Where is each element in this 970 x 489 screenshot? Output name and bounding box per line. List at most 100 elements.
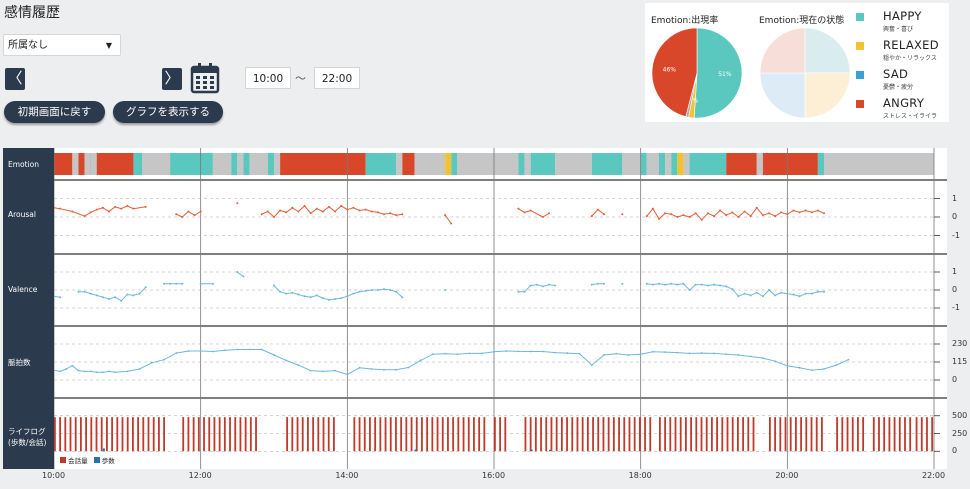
talk-bar	[395, 417, 397, 452]
x-tick-label: 10:00	[42, 471, 66, 480]
emotion-segment	[457, 153, 519, 175]
talk-bar	[327, 417, 330, 452]
show-graph-button[interactable]: グラフを表示する	[113, 101, 223, 123]
talk-bar	[187, 417, 190, 452]
talk-bar	[333, 417, 335, 452]
x-tick-label: 20:00	[775, 471, 799, 480]
talk-bar	[208, 417, 211, 452]
legend-sub: 憂鬱・疲労	[883, 84, 914, 91]
talk-bar	[711, 417, 713, 452]
talk-bar	[239, 417, 242, 452]
occurrence-pie-slice	[693, 27, 743, 119]
talk-bar	[638, 417, 641, 452]
legend-name: SAD	[883, 67, 909, 81]
valence-tick-label: -1	[952, 303, 960, 312]
row-label-lifelog: ライフログ	[8, 427, 46, 436]
prev-button[interactable]: 〈	[5, 68, 25, 90]
talk-bar	[158, 417, 160, 452]
talk-bar	[679, 417, 682, 452]
emotion-segment	[133, 153, 142, 175]
arousal-tick-label: 1	[952, 193, 958, 203]
emotion-segment	[243, 153, 250, 175]
next-button[interactable]: 〉	[162, 68, 182, 90]
emotion-segment	[756, 153, 763, 175]
talk-bar	[524, 417, 527, 452]
legend-sub: 穏やか・リラックス	[883, 55, 937, 62]
talk-bar	[815, 417, 818, 452]
talk-bar	[810, 417, 813, 452]
start-time-input[interactable]: 10:00	[245, 67, 291, 89]
emotion-segment	[212, 153, 232, 175]
talk-bar	[132, 417, 134, 452]
row-label-heart-rate: 脈拍数	[8, 358, 31, 367]
talk-bar	[752, 417, 755, 452]
legend-swatch	[856, 71, 864, 79]
talk-bar	[592, 417, 594, 452]
talk-bar	[690, 417, 692, 452]
talk-bar	[571, 417, 574, 452]
emotion-segment	[689, 153, 727, 175]
reset-button[interactable]: 初期画面に戻す	[4, 101, 105, 123]
x-tick-label: 14:00	[335, 471, 359, 480]
talk-bar	[795, 417, 797, 452]
talk-bar	[633, 417, 636, 452]
talk-bar	[581, 417, 584, 452]
emotion-segment	[659, 153, 666, 175]
emotion-segment	[671, 153, 678, 175]
talk-bar	[931, 417, 934, 452]
talk-bar	[163, 417, 165, 452]
emotion-segment	[665, 153, 672, 175]
emotion-segment	[683, 153, 690, 175]
calendar-icon[interactable]	[190, 62, 220, 94]
emotion-segment	[445, 153, 452, 175]
heart-rate-tick-label: 0	[952, 375, 958, 384]
emotion-segment	[170, 153, 213, 175]
talk-bar	[431, 417, 434, 452]
talk-bar	[742, 417, 744, 452]
talk-bar	[731, 417, 734, 452]
valence-point	[444, 289, 447, 291]
emotion-segment	[591, 153, 623, 175]
arousal-point	[236, 202, 239, 205]
legend-sub: 興奮・喜び	[883, 26, 914, 33]
talk-bar	[560, 417, 563, 452]
talk-bar	[695, 417, 698, 452]
talk-bar	[59, 417, 61, 452]
row-label-lifelog-sub: (歩数/会話)	[8, 438, 47, 447]
group-select[interactable]: 所属なし ▼	[3, 34, 121, 56]
legend-name: ANGRY	[883, 96, 925, 110]
talk-bar	[597, 417, 600, 452]
talk-bar	[400, 417, 403, 452]
talk-bar	[494, 417, 496, 452]
talk-bar	[550, 417, 553, 452]
talk-bar	[904, 417, 906, 452]
talk-bar	[415, 417, 418, 452]
talk-bar	[223, 417, 226, 452]
talk-bar	[218, 417, 221, 452]
talk-bar	[540, 417, 542, 452]
talk-bar	[374, 417, 377, 452]
talk-bar	[447, 417, 449, 452]
talk-bar	[920, 417, 923, 452]
emotion-segment	[726, 153, 757, 175]
talk-bar	[586, 417, 589, 452]
talk-bar	[147, 417, 150, 452]
x-tick-label: 18:00	[628, 471, 652, 480]
lifelog-legend: 会話量 歩数	[60, 455, 115, 465]
talk-bar	[841, 417, 844, 452]
arousal-point	[621, 213, 624, 216]
talk-bar	[664, 417, 666, 452]
talk-legend-swatch	[60, 457, 66, 463]
talk-bar	[862, 417, 865, 452]
talk-bar	[659, 417, 661, 452]
emotion-segment	[396, 153, 403, 175]
occurrence-pie: 51% 2% 46%	[651, 27, 743, 119]
emotion-segment	[555, 153, 592, 175]
talk-bar	[898, 417, 901, 452]
occurrence-pie-label: 51%	[718, 71, 732, 78]
talk-bar	[410, 417, 413, 452]
talk-bar	[90, 417, 93, 452]
arousal-tick-label: -1	[952, 230, 960, 240]
end-time-input[interactable]: 22:00	[314, 67, 360, 89]
talk-bar	[716, 417, 718, 452]
